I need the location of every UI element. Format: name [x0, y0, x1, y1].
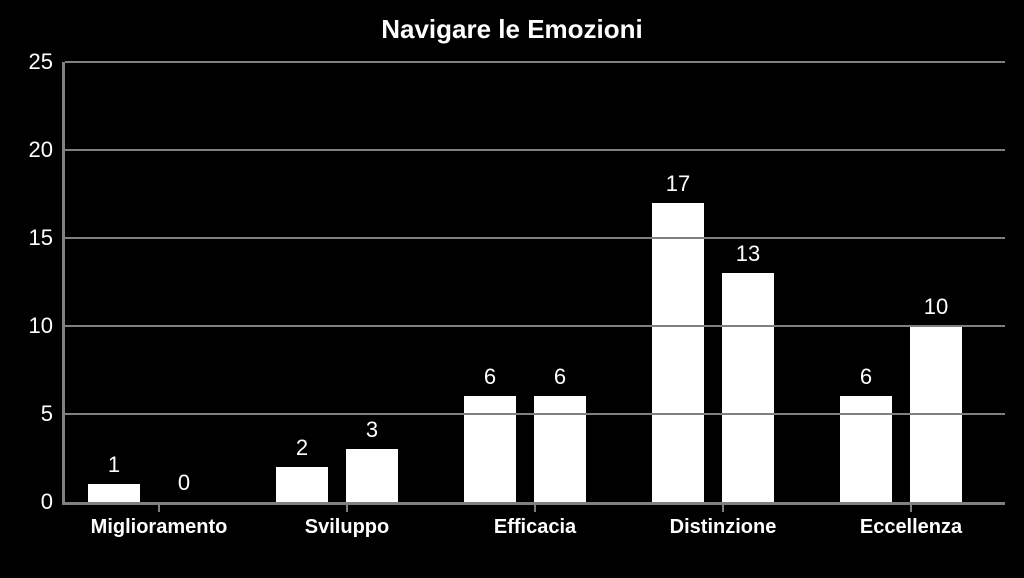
bar-group: 1713Distinzione — [629, 62, 817, 502]
bar: 17 — [652, 203, 704, 502]
bar-value-label: 0 — [178, 470, 190, 496]
chart-title: Navigare le Emozioni — [0, 14, 1024, 45]
bar-value-label: 17 — [666, 171, 690, 197]
gridline — [65, 149, 1005, 151]
gridline — [65, 325, 1005, 327]
ytick-label: 15 — [29, 225, 65, 251]
ytick-label: 20 — [29, 137, 65, 163]
bar-value-label: 6 — [860, 364, 872, 390]
bar-value-label: 13 — [736, 241, 760, 267]
xtick — [346, 502, 348, 512]
xtick — [910, 502, 912, 512]
bar-value-label: 2 — [296, 435, 308, 461]
bar-group: 66Efficacia — [441, 62, 629, 502]
bar-value-label: 6 — [484, 364, 496, 390]
category-label: Miglioramento — [91, 516, 228, 539]
bar-groups: 10Miglioramento23Sviluppo66Efficacia1713… — [65, 62, 1005, 502]
ytick-label: 10 — [29, 313, 65, 339]
ytick-label: 25 — [29, 49, 65, 75]
xtick — [158, 502, 160, 512]
bar-value-label: 10 — [924, 294, 948, 320]
bar: 2 — [276, 467, 328, 502]
bar-group: 23Sviluppo — [253, 62, 441, 502]
gridline — [65, 413, 1005, 415]
plot-area: 10Miglioramento23Sviluppo66Efficacia1713… — [62, 62, 1005, 505]
bar-value-label: 3 — [366, 417, 378, 443]
category-label: Eccellenza — [860, 516, 962, 539]
bar-group: 10Miglioramento — [65, 62, 253, 502]
category-label: Distinzione — [670, 516, 777, 539]
bar-group: 610Eccellenza — [817, 62, 1005, 502]
ytick-label: 5 — [41, 401, 65, 427]
bar: 1 — [88, 484, 140, 502]
bar: 13 — [722, 273, 774, 502]
bar-value-label: 1 — [108, 452, 120, 478]
bar: 3 — [346, 449, 398, 502]
ytick-label: 0 — [41, 489, 65, 515]
category-label: Efficacia — [494, 516, 576, 539]
gridline — [65, 237, 1005, 239]
category-label: Sviluppo — [305, 516, 389, 539]
xtick — [722, 502, 724, 512]
xtick — [534, 502, 536, 512]
bar-value-label: 6 — [554, 364, 566, 390]
chart-container: Navigare le Emozioni 10Miglioramento23Sv… — [0, 0, 1024, 578]
gridline — [65, 61, 1005, 63]
